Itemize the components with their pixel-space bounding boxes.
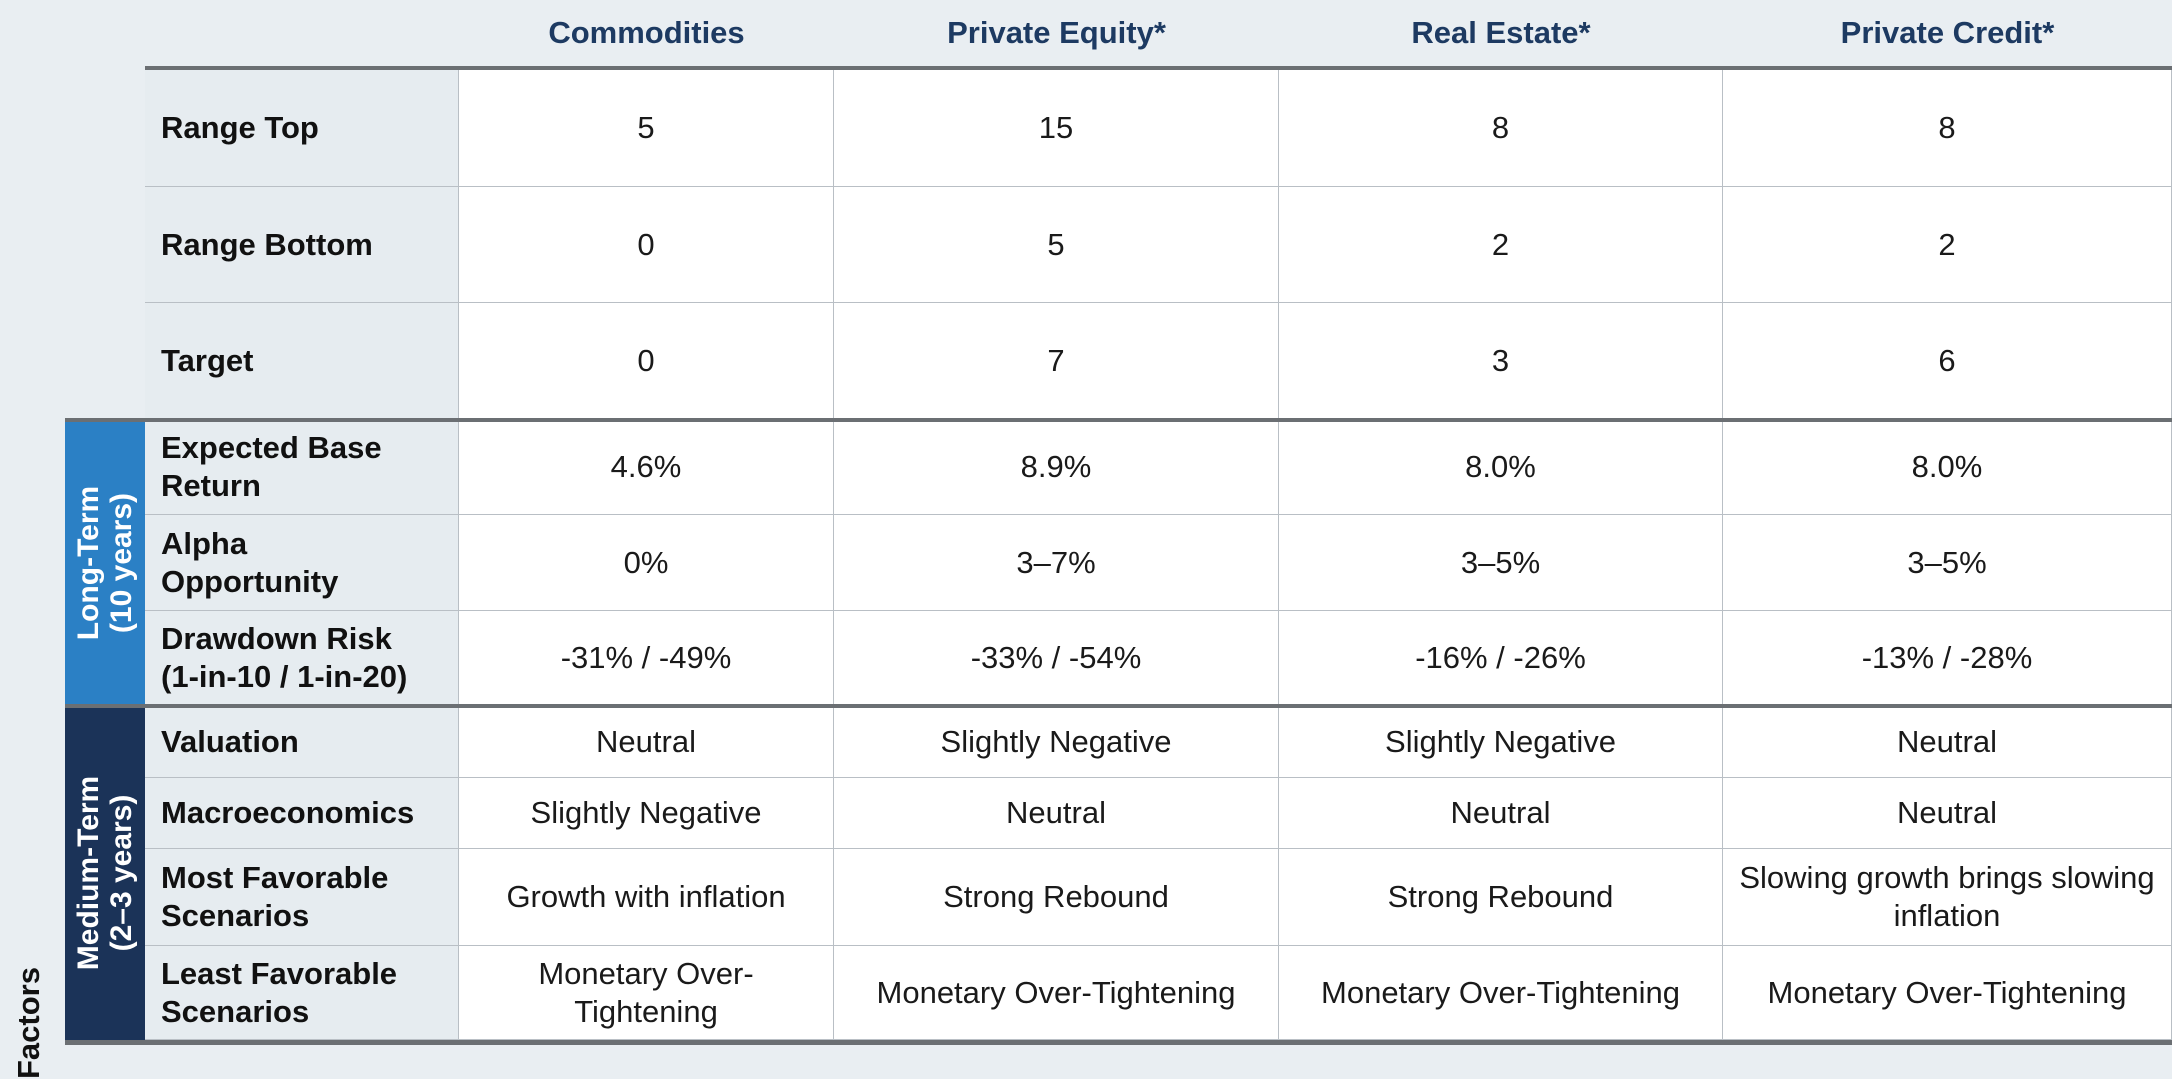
row-label-line: Target <box>161 343 254 379</box>
group-label-line: Long-Term <box>72 485 105 641</box>
group-label-line: (2–3 years) <box>105 794 138 952</box>
table-cell: -13% / -28% <box>1723 611 2172 706</box>
table-cell: Monetary Over-Tightening <box>1279 946 1723 1040</box>
column-header: Private Equity* <box>947 15 1166 50</box>
table-cell: 5 <box>459 69 834 187</box>
table-cell: Neutral <box>459 706 834 778</box>
table-cell: Monetary Over-Tightening <box>459 946 834 1040</box>
divider <box>145 66 2172 70</box>
table-cell: 3–5% <box>1723 515 2172 611</box>
row-label-line: Range Bottom <box>161 226 373 262</box>
table-cell: 2 <box>1279 187 1723 303</box>
table-cell: Neutral <box>834 778 1279 849</box>
row-label: Most Favorable Scenarios <box>145 849 459 946</box>
row-label-line: Alpha <box>161 525 248 561</box>
side-label: Factors <box>0 706 58 1079</box>
column-header: Real Estate* <box>1411 15 1591 50</box>
row-label: Drawdown Risk (1-in-10 / 1-in-20) <box>145 611 459 706</box>
table-cell: 8 <box>1723 69 2172 187</box>
table-cell: Neutral <box>1723 778 2172 849</box>
table-cell: 0 <box>459 303 834 420</box>
row-label: Alpha Opportunity <box>145 515 459 611</box>
row-label: Macroeconomics <box>145 778 459 849</box>
table-cell: Slowing growth brings slowing inflation <box>1723 849 2172 946</box>
table-cell: 3 <box>1279 303 1723 420</box>
table-cell: Neutral <box>1279 778 1723 849</box>
row-label-line: Valuation <box>161 723 299 759</box>
side-label-text: Factors <box>10 967 46 1079</box>
row-label-line: Scenarios <box>161 898 310 933</box>
table-cell: Growth with inflation <box>459 849 834 946</box>
table-cell: 3–7% <box>834 515 1279 611</box>
table-cell: 8.9% <box>834 420 1279 515</box>
group-label: Medium-Term (2–3 years) <box>72 776 138 970</box>
group-label-line: (10 years) <box>105 492 138 634</box>
row-label-line: Return <box>161 468 261 503</box>
row-label: Least Favorable Scenarios <box>145 946 459 1040</box>
table-cell: 5 <box>834 187 1279 303</box>
group-band: Medium-Term (2–3 years) <box>65 706 145 1040</box>
group-band: Long-Term (10 years) <box>65 420 145 706</box>
row-label-line: Drawdown Risk <box>161 621 392 657</box>
table-cell: 7 <box>834 303 1279 420</box>
table-cell: 15 <box>834 69 1279 187</box>
table-cell: Strong Rebound <box>834 849 1279 946</box>
table-cell: -16% / -26% <box>1279 611 1723 706</box>
row-label-line: Opportunity <box>161 563 339 599</box>
group-label-line: Medium-Term <box>72 775 105 971</box>
table-cell: 8.0% <box>1723 420 2172 515</box>
row-label-line: Range Top <box>161 109 319 145</box>
column-header: Commodities <box>548 15 745 50</box>
group-label: Long-Term (10 years) <box>72 486 138 640</box>
page: Commodities Private Equity* Real Estate* Pr… <box>0 15 2172 1079</box>
table-cell: Monetary Over-Tightening <box>1723 946 2172 1040</box>
table-cell: 3–5% <box>1279 515 1723 611</box>
divider <box>65 1040 2172 1045</box>
table-cell: 2 <box>1723 187 2172 303</box>
row-label-line: Expected Base <box>161 430 382 466</box>
table-cell: 4.6% <box>459 420 834 515</box>
row-label: Range Bottom <box>145 187 459 303</box>
table-cell: Strong Rebound <box>1279 849 1723 946</box>
table-cell: -31% / -49% <box>459 611 834 706</box>
row-label-line: Least Favorable <box>161 955 398 991</box>
row-label-line: (1-in-10 / 1-in-20) <box>161 659 408 694</box>
table-cell: 8.0% <box>1279 420 1723 515</box>
table-cell: Neutral <box>1723 706 2172 778</box>
table-cell: -33% / -54% <box>834 611 1279 706</box>
table-cell: 6 <box>1723 303 2172 420</box>
row-label-line: Scenarios <box>161 993 310 1029</box>
row-label-line: Macroeconomics <box>161 795 415 831</box>
table-cell: Slightly Negative <box>834 706 1279 778</box>
table-cell: 0% <box>459 515 834 611</box>
column-header: Private Credit* <box>1840 15 2055 50</box>
table-cell: Slightly Negative <box>1279 706 1723 778</box>
divider <box>65 418 2172 422</box>
row-label: Expected Base Return <box>145 420 459 515</box>
row-label: Target <box>145 303 459 420</box>
table-cell: Monetary Over-Tightening <box>834 946 1279 1040</box>
divider <box>65 704 2172 708</box>
row-label-line: Most Favorable <box>161 860 389 896</box>
table-cell: 0 <box>459 187 834 303</box>
row-label: Valuation <box>145 706 459 778</box>
row-label: Range Top <box>145 69 459 187</box>
table-cell: Slightly Negative <box>459 778 834 849</box>
table-cell: 8 <box>1279 69 1723 187</box>
